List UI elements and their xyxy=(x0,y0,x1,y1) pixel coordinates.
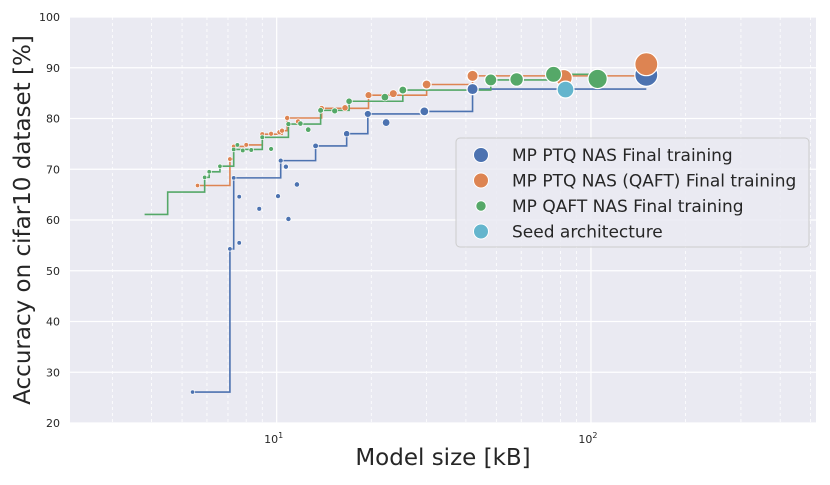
frontier-line xyxy=(192,88,647,393)
data-point xyxy=(194,182,201,189)
y-tick-label: 80 xyxy=(46,113,60,126)
data-point xyxy=(544,65,563,83)
minor-gridlines xyxy=(111,17,812,423)
y-axis-ticks: 20 30 40 50 60 70 80 90 100 xyxy=(39,11,60,430)
data-point xyxy=(243,142,249,148)
y-tick-label: 90 xyxy=(46,62,60,75)
data-point xyxy=(248,147,254,153)
data-point xyxy=(312,142,319,150)
y-tick-label: 20 xyxy=(46,417,60,430)
data-point xyxy=(382,118,391,127)
legend: MP PTQ NAS Final training MP PTQ NAS (QAF… xyxy=(455,137,810,248)
data-point xyxy=(206,169,212,175)
legend-box xyxy=(455,137,810,248)
data-point xyxy=(283,163,289,170)
y-tick-label: 100 xyxy=(39,11,60,24)
data-point xyxy=(217,163,223,169)
legend-label: Seed architecture xyxy=(512,223,663,243)
data-point xyxy=(317,107,324,114)
data-point xyxy=(398,85,408,95)
legend-marker xyxy=(473,223,489,240)
data-point xyxy=(227,156,233,162)
data-point xyxy=(466,82,479,96)
x-tick-label: 102 xyxy=(578,431,597,446)
data-point xyxy=(509,72,525,87)
data-point xyxy=(240,147,246,154)
y-tick-label: 40 xyxy=(46,316,60,329)
y-tick-label: 60 xyxy=(46,214,60,227)
data-point xyxy=(231,146,237,153)
data-point xyxy=(331,107,339,115)
data-point xyxy=(466,69,479,83)
data-point xyxy=(421,79,432,90)
data-point xyxy=(268,130,274,137)
data-point xyxy=(268,146,274,152)
data-point xyxy=(259,134,266,141)
data-point xyxy=(484,73,498,87)
data-point xyxy=(587,68,608,90)
data-point xyxy=(285,121,292,128)
data-point xyxy=(231,175,237,181)
data-point xyxy=(227,246,233,252)
y-tick-label: 50 xyxy=(46,265,60,278)
data-point xyxy=(364,91,373,99)
data-point xyxy=(293,181,300,188)
data-point xyxy=(234,142,241,148)
data-point xyxy=(341,104,349,112)
x-axis-ticks: 101 102 xyxy=(264,431,597,446)
data-points xyxy=(190,52,659,395)
data-point xyxy=(419,106,430,117)
data-point xyxy=(345,97,353,105)
data-point xyxy=(297,120,304,127)
x-axis-label: Model size [kB] xyxy=(355,445,530,471)
y-tick-label: 30 xyxy=(46,366,60,379)
data-point xyxy=(389,89,398,98)
data-point xyxy=(202,174,208,180)
data-point xyxy=(364,110,372,118)
data-point xyxy=(284,115,291,121)
data-point xyxy=(190,389,196,395)
x-tick-label: 101 xyxy=(264,431,283,446)
data-point xyxy=(279,127,285,134)
y-axis-label: Accuracy on cifar10 dataset [%] xyxy=(10,35,36,405)
legend-label: MP PTQ NAS (QAFT) Final training xyxy=(512,172,796,192)
data-point xyxy=(277,157,284,164)
data-point xyxy=(380,93,389,102)
data-point xyxy=(285,216,292,222)
legend-marker xyxy=(473,172,489,189)
y-tick-label: 70 xyxy=(46,163,60,176)
data-point xyxy=(634,52,659,77)
data-point xyxy=(236,240,242,246)
data-point xyxy=(275,193,281,199)
legend-label: MP PTQ NAS Final training xyxy=(512,146,733,166)
legend-marker xyxy=(473,147,489,163)
legend-marker xyxy=(475,200,487,212)
data-point xyxy=(305,126,312,133)
data-point xyxy=(256,206,262,212)
data-point xyxy=(556,80,575,99)
data-point xyxy=(236,194,242,200)
legend-label: MP QAFT NAS Final training xyxy=(512,197,744,217)
data-point xyxy=(343,130,351,138)
